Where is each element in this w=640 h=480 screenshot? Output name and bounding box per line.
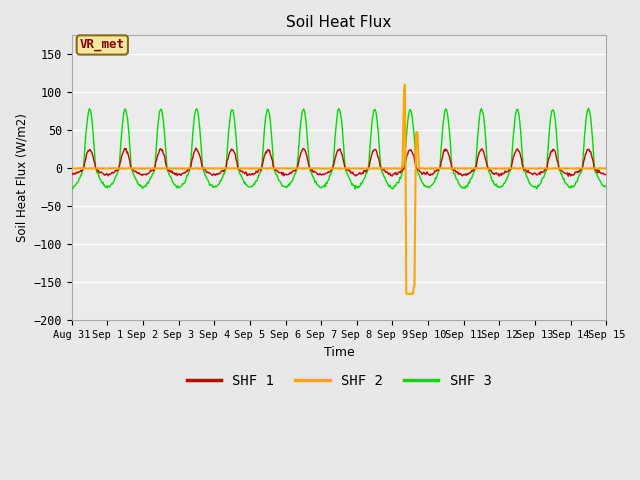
- Title: Soil Heat Flux: Soil Heat Flux: [286, 15, 392, 30]
- X-axis label: Time: Time: [324, 346, 355, 359]
- Legend: SHF 1, SHF 2, SHF 3: SHF 1, SHF 2, SHF 3: [181, 368, 497, 393]
- Text: VR_met: VR_met: [80, 38, 125, 51]
- Y-axis label: Soil Heat Flux (W/m2): Soil Heat Flux (W/m2): [15, 113, 28, 242]
